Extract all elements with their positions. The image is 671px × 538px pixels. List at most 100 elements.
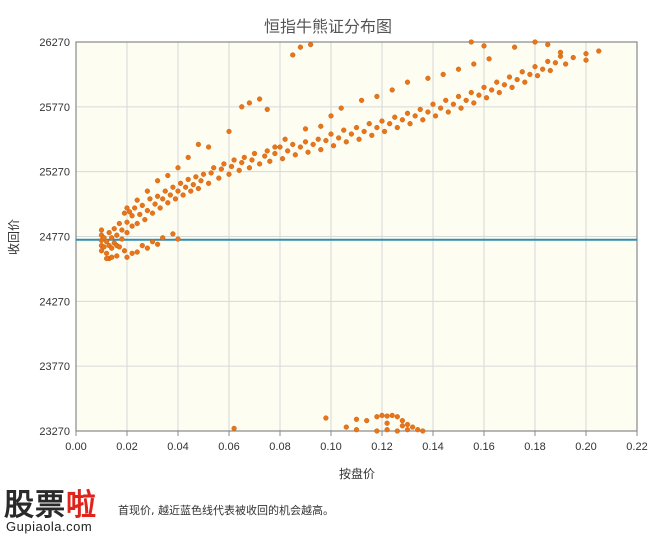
data-point [272,150,278,157]
data-point [231,425,237,432]
data-point [228,163,235,170]
data-point [302,126,309,132]
data-point [302,139,309,145]
data-point [353,124,360,131]
x-tick-label: 0.16 [473,441,494,453]
data-point [167,192,173,198]
data-point [267,158,273,164]
data-point [364,418,370,424]
data-point [394,428,400,434]
data-point [509,84,515,90]
data-point [129,213,135,219]
data-point [246,100,253,106]
x-tick-label: 0.08 [269,441,290,453]
x-tick-label: 0.12 [371,441,392,453]
data-point [124,205,130,211]
data-point [417,106,423,113]
data-point [170,231,176,237]
data-point [583,57,589,63]
data-point [98,248,105,254]
data-point [404,427,411,433]
data-point [552,60,559,66]
data-point [264,148,270,154]
data-point [399,423,406,429]
data-point [359,97,365,103]
data-point [384,427,390,433]
data-point [545,41,551,48]
data-point [506,74,513,80]
data-point [226,171,232,177]
data-point [440,71,446,78]
data-point [279,156,286,162]
data-point [272,144,278,150]
data-point [144,188,151,194]
data-point [356,136,362,142]
x-axis-label: 按盘价 [339,466,375,481]
x-tick-label: 0.06 [218,441,239,453]
data-point [519,69,525,75]
data-point [547,67,553,74]
data-point [432,113,439,119]
data-point [175,236,181,242]
y-tick-label: 23770 [39,361,70,373]
data-point [361,128,367,135]
data-point [124,219,130,225]
data-point [297,144,304,150]
data-point [152,201,158,207]
data-point [149,239,156,245]
data-point [534,73,541,79]
data-point [139,202,145,208]
data-point [374,124,380,131]
data-point [121,210,128,216]
data-point [126,209,133,215]
data-point [407,121,413,127]
data-point [218,166,224,172]
data-point [236,167,242,173]
x-tick-label: 0.18 [524,441,545,453]
data-point [216,175,222,181]
data-point [468,89,474,96]
data-point [511,44,518,50]
data-point [450,101,457,107]
data-point [455,66,462,72]
data-point [471,61,477,67]
data-point [251,150,258,157]
data-point [114,232,120,238]
data-point [262,153,268,159]
data-point [155,193,161,199]
data-point [343,139,349,145]
data-point [185,176,191,183]
data-point [486,56,492,62]
x-tick-label: 0.02 [116,441,137,453]
data-point [119,236,125,242]
data-point [399,418,406,424]
data-point [241,154,247,161]
data-point [264,106,270,113]
data-point [185,154,191,161]
data-point [425,109,431,115]
data-point [206,180,212,186]
data-point [292,152,298,158]
data-point [374,428,380,434]
data-point [328,113,334,119]
data-point [374,414,380,420]
data-point [121,248,128,254]
data-point [106,230,112,236]
data-point [137,211,143,218]
data-point [394,124,400,131]
data-point [481,84,487,90]
data-point [226,128,232,135]
data-point [501,82,508,88]
data-point [489,87,495,93]
grid-lines [75,41,638,436]
data-point [562,61,569,67]
data-point [149,210,156,216]
data-point [124,254,130,260]
data-point [557,49,564,55]
data-point [481,43,487,49]
data-point [522,79,528,85]
data-point [282,136,288,142]
data-point [305,149,311,155]
data-point [514,77,520,83]
x-tick-label: 0.14 [422,441,443,453]
